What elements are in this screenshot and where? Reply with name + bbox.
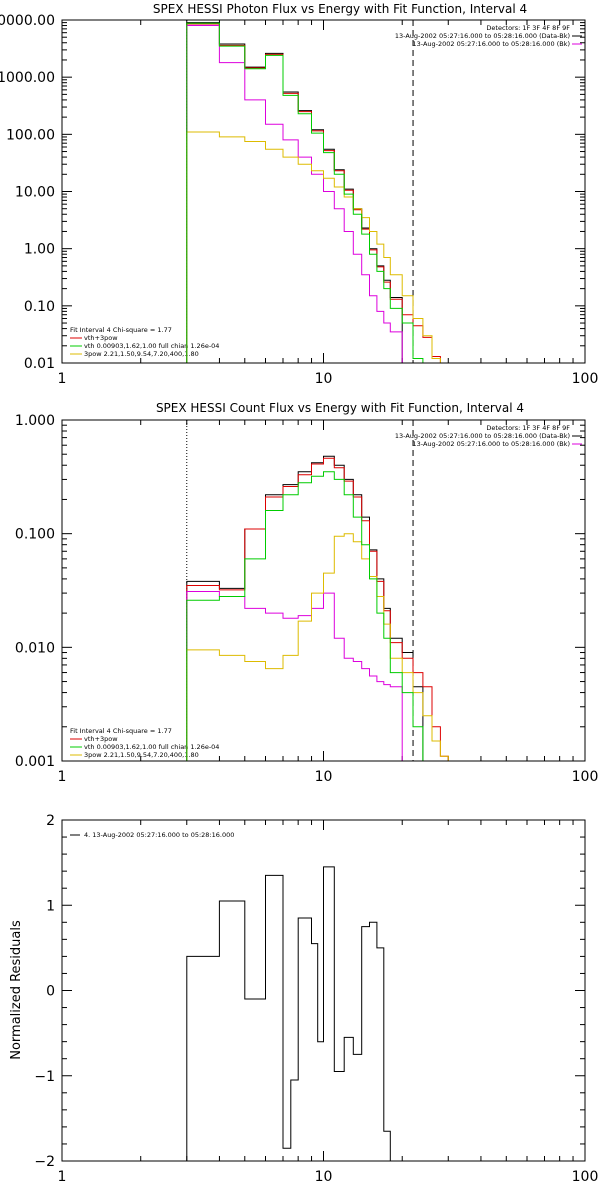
y-tick-label: 2 (46, 813, 55, 829)
y-tick-label: 0.10 (24, 299, 55, 315)
y-tick-label: 0.100 (15, 527, 55, 543)
x-tick-label: 1 (58, 769, 67, 785)
series-line-vth (186, 22, 424, 363)
series-line-3pow (186, 533, 449, 761)
count-legend-line-2: vth+3pow (84, 735, 118, 743)
photon-legend-line-4: 3pow 2.21,1.50,9.54,7.20,400,1.80 (84, 350, 199, 358)
plot-frame (61, 419, 586, 762)
photon-header-line-3: 13-Aug-2002 05:27:16.000 to 05:28:16.000… (413, 40, 570, 48)
plot-frame (61, 19, 586, 364)
photon-flux-panel: SPEX HESSI Photon Flux vs Energy with Fi… (0, 2, 598, 387)
series-line-bk (186, 591, 403, 761)
photon-flux-title: SPEX HESSI Photon Flux vs Energy with Fi… (153, 2, 527, 16)
x-tick-label: 10 (315, 371, 333, 387)
y-tick-label: 0.001 (15, 754, 55, 770)
photon-legend-line-2: vth+3pow (84, 334, 118, 342)
photon-header-line-1: Detectors: 1F 3F 4F 8F 9F (486, 24, 570, 32)
count-legend-line-3: vth 0.00903,1.62,1.00 full chian 1.26e-0… (84, 743, 219, 751)
count-flux-panel: SPEX HESSI Count Flux vs Energy with Fit… (15, 401, 598, 785)
y-tick-label: 1000.00 (0, 70, 55, 86)
y-tick-label: 100.00 (6, 127, 55, 143)
y-tick-label: −1 (34, 1069, 55, 1085)
count-header-line-3: 13-Aug-2002 05:27:16.000 to 05:28:16.000… (413, 440, 570, 448)
photon-header-line-2: 13-Aug-2002 05:27:16.000 to 05:28:16.000… (395, 32, 570, 40)
count-legend-line-4: 3pow 2.21,1.50,9.54,7.20,400,1.80 (84, 751, 199, 759)
y-tick-label: 1.00 (24, 242, 55, 258)
residuals-legend-line-1: 4. 13-Aug-2002 05:27:16.000 to 05:28:16.… (84, 831, 234, 839)
count-flux-title: SPEX HESSI Count Flux vs Energy with Fit… (156, 401, 524, 415)
count-header-line-2: 13-Aug-2002 05:27:16.000 to 05:28:16.000… (395, 432, 570, 440)
series-line-4-13-aug-2002-05-27-16-000-to-05-28-16-000 (186, 866, 403, 1161)
count-legend-line-1: Fit Interval 4 Chi-square = 1.77 (70, 727, 172, 735)
count-flux-plot-area: 1 10 100 1.000 0.100 0.010 0.001 (15, 413, 598, 785)
y-tick-label: 10.00 (15, 185, 55, 201)
y-tick-label: 1 (46, 898, 55, 914)
series-line-vth (186, 471, 432, 761)
x-tick-label: 100 (572, 769, 599, 785)
x-tick-label: 100 (572, 371, 599, 387)
count-header-line-1: Detectors: 1F 3F 4F 8F 9F (486, 424, 570, 432)
photon-legend-line-3: vth 0.00903,1.62,1.00 full chian 1.26e-0… (84, 342, 219, 350)
x-tick-label: 10 (315, 769, 333, 785)
y-tick-label: 1.000 (15, 413, 55, 429)
x-tick-label: 1 (58, 1169, 67, 1185)
photon-legend-line-1: Fit Interval 4 Chi-square = 1.77 (70, 326, 172, 334)
residuals-y-axis-label: Normalized Residuals (9, 920, 24, 1060)
y-tick-label: −2 (34, 1154, 55, 1170)
plot-frame (61, 819, 586, 1162)
y-tick-label: 0 (46, 984, 55, 1000)
series-line-bk (186, 25, 403, 363)
x-tick-label: 100 (572, 1169, 599, 1185)
y-tick-label: 0.01 (24, 356, 55, 372)
residuals-panel: 4. 13-Aug-2002 05:27:16.000 to 05:28:16.… (9, 813, 598, 1185)
series-line-vth-3pow (186, 457, 449, 761)
x-tick-label: 1 (58, 371, 67, 387)
y-tick-label: 0.010 (15, 640, 55, 656)
x-tick-label: 10 (315, 1169, 333, 1185)
